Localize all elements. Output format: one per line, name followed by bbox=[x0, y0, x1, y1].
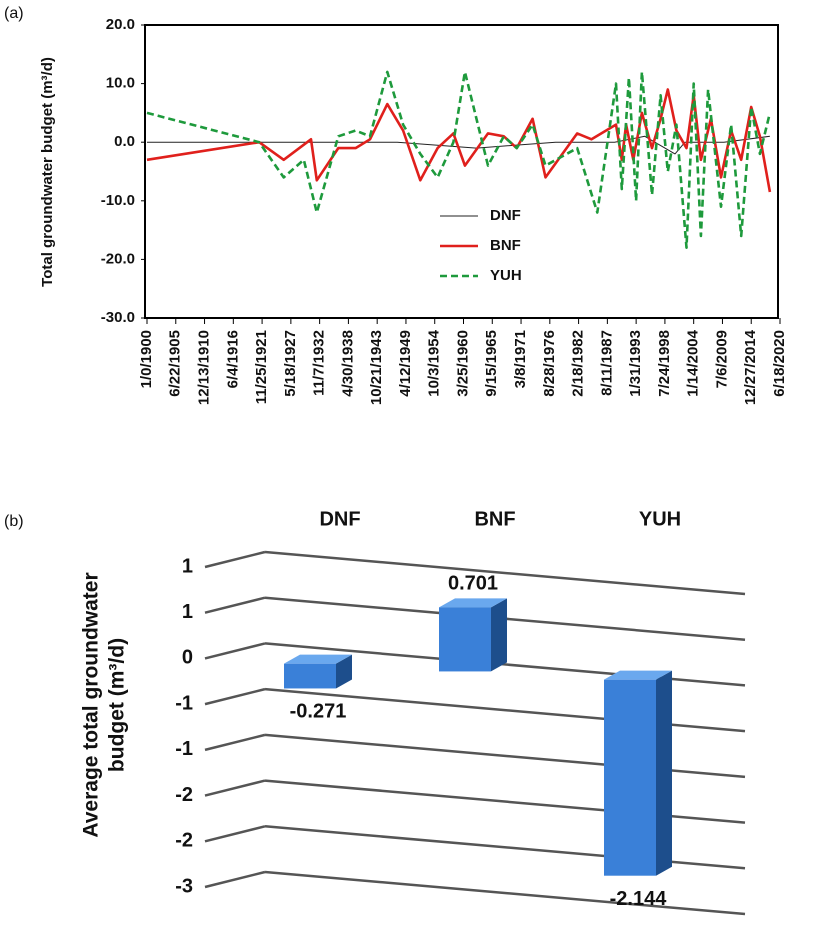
y-tick-label: -3 bbox=[175, 875, 193, 897]
x-tick-label: 11/25/1921 bbox=[253, 330, 270, 404]
y-tick-label: 0.0 bbox=[114, 133, 135, 150]
y-tick-label: 20.0 bbox=[106, 16, 135, 33]
value-label: -2.144 bbox=[610, 888, 668, 910]
y-axis-title: Total groundwater budget (m³/d) bbox=[39, 57, 56, 287]
x-tick-label: 4/30/1938 bbox=[339, 330, 356, 397]
grid-line-front bbox=[204, 825, 266, 843]
x-tick-label: 8/28/1976 bbox=[541, 330, 558, 397]
y-axis-title: Average total groundwater bbox=[80, 572, 103, 837]
y-tick-label: -10.0 bbox=[101, 192, 135, 209]
grid-line bbox=[264, 733, 746, 779]
panel-label: (b) bbox=[4, 513, 24, 530]
legend-label: BNF bbox=[490, 237, 521, 254]
category-label: DNF bbox=[319, 508, 360, 530]
category-label: YUH bbox=[639, 508, 681, 530]
bar-side bbox=[491, 598, 507, 672]
grid-line-front bbox=[204, 642, 266, 660]
x-tick-label: 10/21/1943 bbox=[368, 330, 385, 405]
y-tick-label: -1 bbox=[175, 692, 193, 714]
bar-side bbox=[336, 654, 352, 689]
legend-label: DNF bbox=[490, 207, 521, 224]
x-tick-label: 12/13/1910 bbox=[196, 330, 213, 405]
y-tick-label: -30.0 bbox=[101, 309, 135, 326]
data-line bbox=[146, 70, 772, 249]
grid-line-front bbox=[204, 687, 266, 706]
x-tick-label: 5/18/1927 bbox=[282, 330, 299, 397]
x-tick-label: 7/24/1998 bbox=[656, 330, 673, 397]
x-tick-label: 3/8/1971 bbox=[512, 330, 529, 388]
grid-line-front bbox=[204, 870, 266, 889]
grid-line bbox=[264, 550, 746, 596]
x-tick-label: 4/12/1949 bbox=[397, 330, 414, 397]
x-tick-label: 9/15/1965 bbox=[483, 330, 500, 397]
x-tick-label: 3/25/1960 bbox=[454, 330, 471, 397]
grid-line bbox=[264, 779, 746, 824]
bar-side bbox=[656, 670, 672, 876]
panel-label: (a) bbox=[4, 5, 24, 22]
x-tick-label: 10/3/1954 bbox=[426, 329, 443, 396]
x-tick-label: 7/6/2009 bbox=[713, 330, 730, 388]
x-tick-label: 12/27/2014 bbox=[742, 329, 759, 405]
grid-line-front bbox=[204, 596, 266, 614]
data-line bbox=[146, 88, 772, 193]
y-tick-label: -2 bbox=[175, 830, 193, 852]
x-tick-label: 6/22/1905 bbox=[167, 330, 184, 397]
y-tick-label: -20.0 bbox=[101, 250, 135, 267]
x-tick-label: 6/18/2020 bbox=[771, 330, 788, 397]
y-tick-label: 0 bbox=[182, 647, 193, 669]
y-tick-label: -2 bbox=[175, 784, 193, 806]
grid-line-front bbox=[204, 550, 266, 569]
x-tick-label: 11/7/1932 bbox=[311, 330, 328, 396]
x-tick-label: 1/31/1993 bbox=[627, 330, 644, 397]
grid-line-front bbox=[204, 733, 266, 752]
y-tick-label: 10.0 bbox=[106, 75, 135, 92]
y-tick-label: -1 bbox=[175, 738, 193, 760]
y-tick-label: 1 bbox=[182, 555, 193, 577]
bar-top bbox=[284, 654, 352, 664]
value-label: 0.701 bbox=[448, 573, 498, 595]
x-tick-label: 6/4/1916 bbox=[224, 330, 241, 388]
y-tick-label: 1 bbox=[182, 601, 193, 623]
x-tick-label: 1/14/2004 bbox=[685, 329, 702, 396]
bar bbox=[284, 663, 336, 689]
plot-frame bbox=[144, 24, 779, 319]
grid-line bbox=[264, 825, 746, 870]
category-label: BNF bbox=[474, 508, 515, 530]
bar bbox=[604, 679, 656, 876]
bar-top bbox=[604, 670, 672, 680]
grid-line-front bbox=[204, 779, 266, 797]
bar bbox=[439, 607, 491, 672]
x-tick-label: 2/18/1982 bbox=[570, 330, 587, 397]
x-tick-label: 8/11/1987 bbox=[598, 330, 615, 396]
x-tick-label: 1/0/1900 bbox=[138, 330, 155, 388]
value-label: -0.271 bbox=[290, 701, 347, 723]
grid-line bbox=[264, 870, 746, 916]
bar-top bbox=[439, 598, 507, 608]
y-axis-title: budget (m³/d) bbox=[106, 638, 129, 772]
legend-label: YUH bbox=[490, 267, 522, 284]
